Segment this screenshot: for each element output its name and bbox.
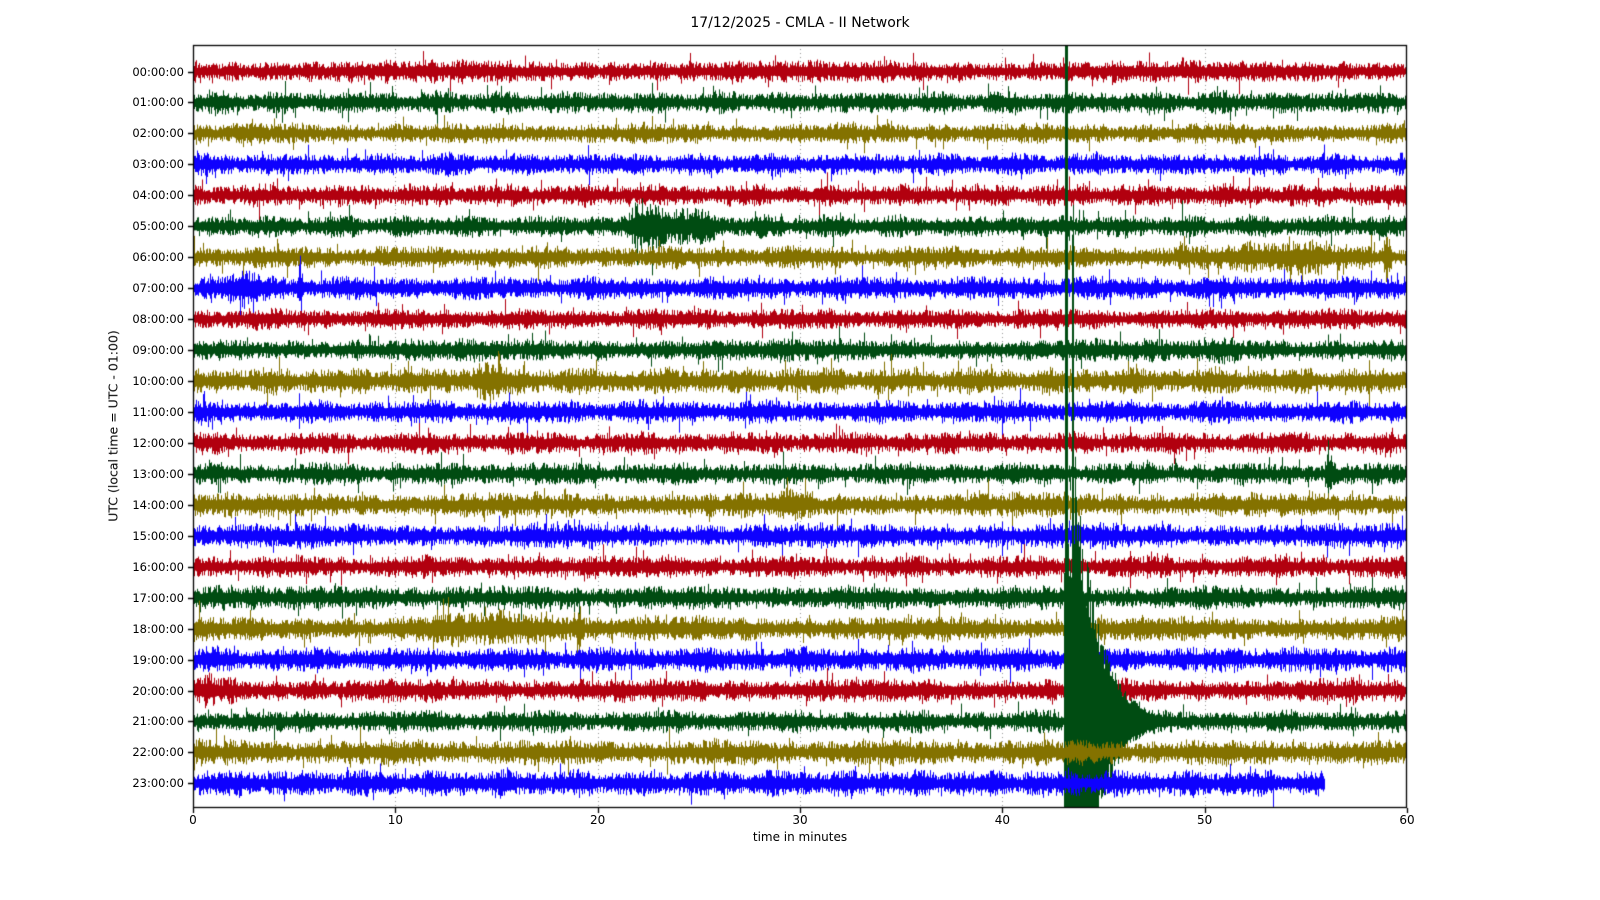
- y-tick-label: 03:00:00: [132, 157, 184, 172]
- y-tick-label: 20:00:00: [132, 683, 184, 698]
- y-axis-label: UTC (local time = UTC - 01:00): [105, 330, 121, 522]
- x-axis-label: time in minutes: [752, 830, 848, 844]
- x-tick-label: 50: [1197, 813, 1213, 827]
- y-tick-label: 10:00:00: [132, 374, 184, 388]
- x-tick-label: 40: [994, 813, 1010, 827]
- y-tick-label: 17:00:00: [132, 590, 184, 605]
- x-tick-label: 20: [590, 813, 606, 827]
- x-tick-label: 10: [387, 813, 403, 827]
- y-tick-label: 19:00:00: [132, 652, 184, 667]
- y-tick-label: 16:00:00: [132, 559, 184, 574]
- x-tick-label: 60: [1399, 813, 1415, 827]
- y-tick-label: 22:00:00: [132, 745, 184, 760]
- y-tick-label: 08:00:00: [132, 312, 184, 327]
- y-tick-label: 15:00:00: [132, 528, 184, 543]
- x-tick-label: 30: [792, 813, 808, 827]
- y-tick-label: 12:00:00: [132, 435, 184, 450]
- y-tick-label: 06:00:00: [132, 250, 184, 265]
- y-tick-label: 07:00:00: [132, 281, 184, 296]
- y-tick-label: 09:00:00: [132, 343, 184, 358]
- y-tick-label: 04:00:00: [132, 188, 184, 203]
- y-tick-label: 11:00:00: [132, 404, 184, 419]
- y-tick-label: 21:00:00: [132, 714, 184, 729]
- y-tick-label: 18:00:00: [132, 621, 184, 636]
- y-tick-label: 01:00:00: [132, 95, 184, 110]
- y-tick-label: 05:00:00: [132, 219, 184, 234]
- y-tick-label: 13:00:00: [132, 466, 184, 481]
- y-tick-label: 00:00:00: [132, 64, 184, 79]
- chart-title: 17/12/2025 - CMLA - II Network: [690, 15, 910, 31]
- y-tick-label: 02:00:00: [132, 126, 184, 141]
- x-tick-label: 0: [189, 813, 197, 827]
- y-tick-label: 14:00:00: [132, 497, 184, 512]
- y-tick-label: 23:00:00: [132, 776, 184, 791]
